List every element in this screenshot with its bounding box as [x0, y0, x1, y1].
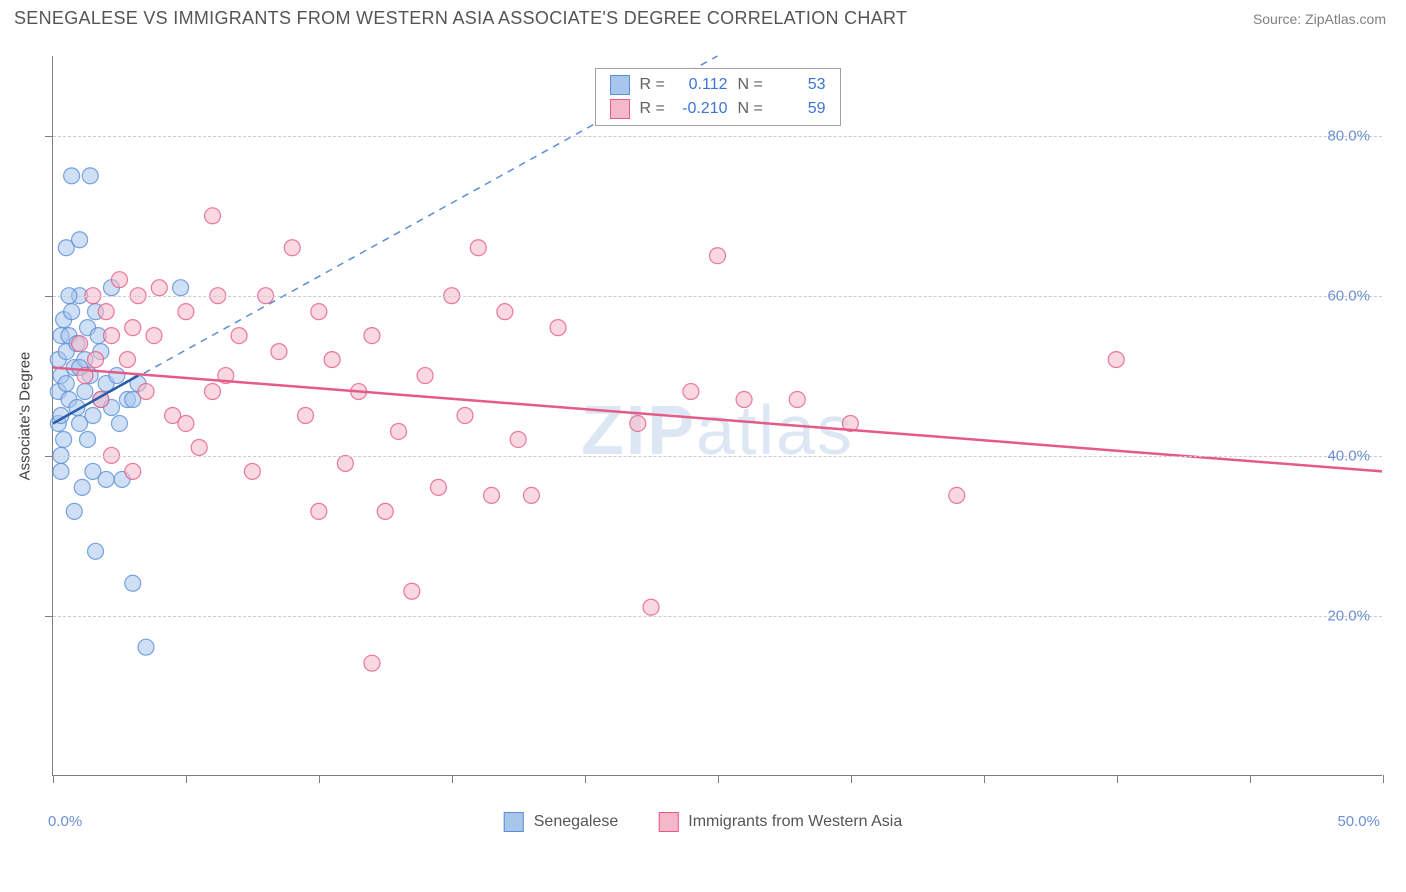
y-tick-label: 80.0% [1327, 128, 1370, 145]
header: SENEGALESE VS IMMIGRANTS FROM WESTERN AS… [0, 0, 1406, 29]
x-tick [1383, 775, 1384, 783]
y-tick-label: 20.0% [1327, 608, 1370, 625]
y-tick [45, 296, 53, 297]
stats-row: R = 0.112 N = 53 [610, 73, 826, 97]
source-label: Source: ZipAtlas.com [1253, 11, 1386, 27]
x-tick [1250, 775, 1251, 783]
r-label: R = [640, 97, 668, 121]
x-tick [1117, 775, 1118, 783]
x-tick [984, 775, 985, 783]
chart-title: SENEGALESE VS IMMIGRANTS FROM WESTERN AS… [14, 8, 907, 29]
y-tick [45, 456, 53, 457]
plot-svg [53, 56, 1382, 775]
stats-legend-box: R = 0.112 N = 53 R = -0.210 N = 59 [595, 68, 841, 126]
legend-item: Senegalese [504, 812, 619, 832]
n-label: N = [738, 73, 766, 97]
x-tick [718, 775, 719, 783]
legend-label: Immigrants from Western Asia [688, 813, 902, 831]
x-tick [319, 775, 320, 783]
y-axis-label: Associate's Degree [17, 351, 34, 480]
stats-row: R = -0.210 N = 59 [610, 97, 826, 121]
x-tick [585, 775, 586, 783]
x-tick [851, 775, 852, 783]
y-tick-label: 40.0% [1327, 448, 1370, 465]
r-label: R = [640, 73, 668, 97]
legend-swatch [658, 812, 678, 832]
y-tick [45, 616, 53, 617]
plot-area: Associate's Degree ZIPatlas R =0.112N =5… [52, 56, 1382, 776]
legend-swatch [610, 75, 630, 95]
x-tick [53, 775, 54, 783]
legend-swatch [504, 812, 524, 832]
gridline [53, 456, 1382, 457]
x-axis-min-label: 0.0% [48, 813, 82, 830]
gridline [53, 616, 1382, 617]
y-tick [45, 136, 53, 137]
y-tick-label: 60.0% [1327, 288, 1370, 305]
gridline [53, 296, 1382, 297]
chart-container: Associate's Degree ZIPatlas R =0.112N =5… [14, 44, 1392, 834]
legend-label: Senegalese [534, 813, 619, 831]
r-value: -0.210 [678, 97, 728, 121]
x-axis-max-label: 50.0% [1337, 813, 1380, 830]
n-label: N = [738, 97, 766, 121]
n-value: 53 [776, 73, 826, 97]
legend-bottom: Senegalese Immigrants from Western Asia [504, 812, 903, 832]
gridline [53, 136, 1382, 137]
n-value: 59 [776, 97, 826, 121]
legend-swatch [610, 99, 630, 119]
legend-item: Immigrants from Western Asia [658, 812, 902, 832]
x-tick [452, 775, 453, 783]
x-tick [186, 775, 187, 783]
r-value: 0.112 [678, 73, 728, 97]
